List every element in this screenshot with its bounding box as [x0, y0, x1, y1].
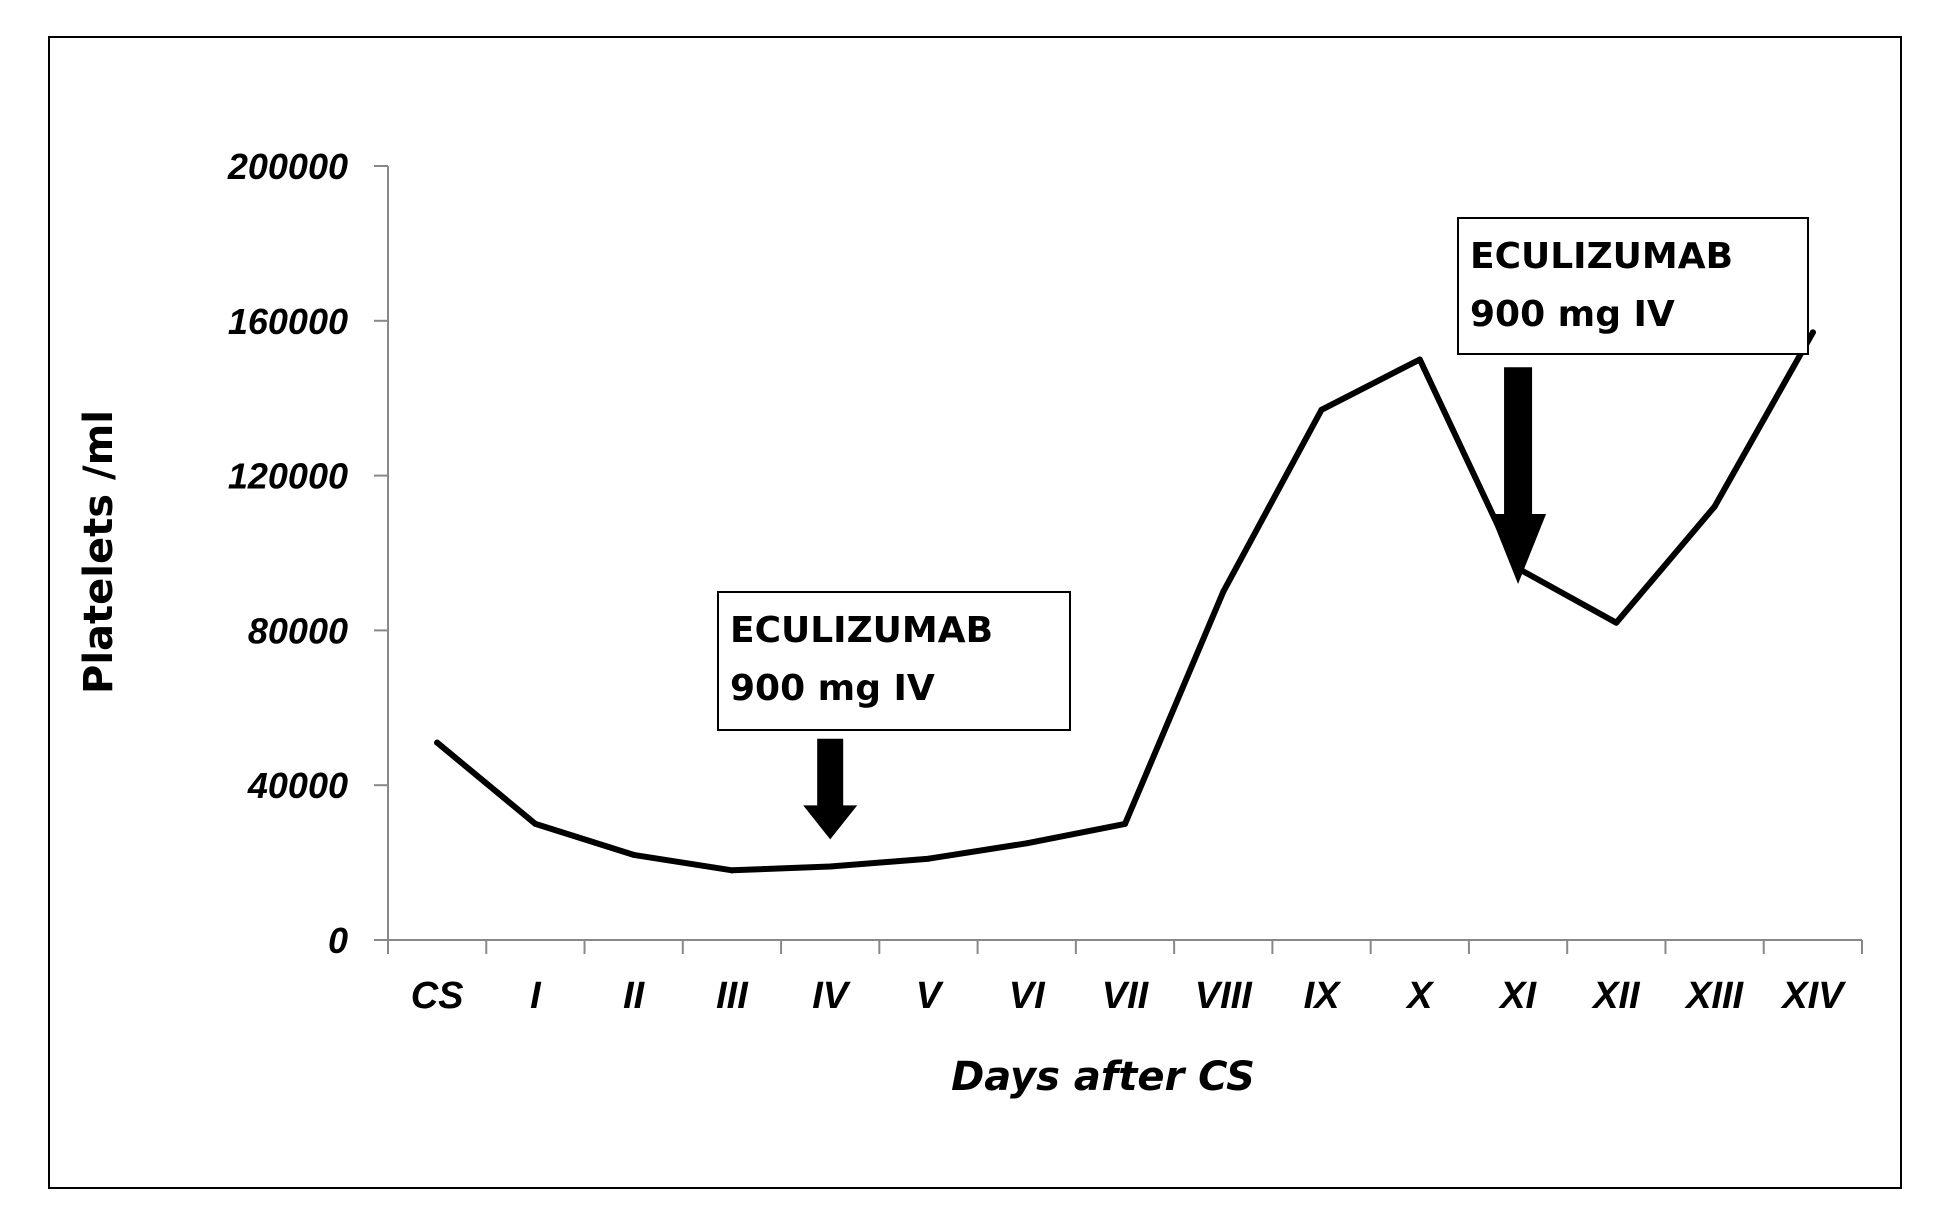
y-tick-labels: 0 40000 80000 120000 160000 200000: [227, 146, 348, 961]
axes: [374, 165, 1863, 954]
x-tick-label: III: [716, 975, 749, 1017]
x-tick-label: V: [916, 975, 944, 1017]
data-point: [1416, 356, 1423, 363]
y-tick-label: 80000: [248, 610, 348, 651]
y-axis-title: Platelets /ml: [76, 410, 122, 694]
y-tick-label: 160000: [228, 301, 348, 342]
x-tick-label: IV: [812, 975, 851, 1017]
x-tick-label: XII: [1591, 975, 1641, 1017]
data-point: [1318, 406, 1325, 413]
data-point: [728, 867, 735, 874]
x-tick-label: XI: [1498, 975, 1537, 1017]
data-point: [1711, 503, 1718, 510]
down-arrow-icon: [1490, 367, 1547, 584]
y-tick-label: 0: [328, 920, 348, 961]
x-tick-label: VI: [1009, 975, 1046, 1017]
x-tick-label: II: [623, 975, 646, 1017]
x-tick-label: I: [530, 975, 542, 1017]
data-point: [630, 851, 637, 858]
data-point: [1613, 619, 1620, 626]
x-tick-label: XIII: [1684, 975, 1744, 1017]
annotation-line1: ECULIZUMAB: [730, 610, 993, 651]
data-point: [1220, 588, 1227, 595]
annotation-line1: ECULIZUMAB: [1470, 236, 1733, 277]
x-tick-label: X: [1405, 975, 1435, 1017]
x-tick-label: CS: [411, 975, 464, 1017]
annotation-box: [717, 591, 1071, 731]
annotation-line2: 900 mg IV: [1470, 294, 1675, 335]
x-tick-label: XIV: [1780, 975, 1846, 1017]
annotation-box: [1457, 217, 1809, 355]
x-tick-label: VII: [1102, 975, 1150, 1017]
data-point: [1122, 820, 1128, 827]
down-arrow-icon: [803, 738, 858, 840]
annotation-line2: 900 mg IV: [730, 668, 935, 709]
y-tick-label: 120000: [228, 456, 348, 497]
x-tick-labels: CS I II III IV V VI VII VIII IX X XI XII XIII XIV: [411, 975, 1846, 1017]
y-tick-label: 40000: [247, 765, 348, 806]
annotation-layer: ECULIZUMAB 900 mg IV ECULIZUMAB 900 mg IV: [717, 217, 1809, 840]
x-tick-label: IX: [1304, 975, 1343, 1017]
data-point: [1023, 840, 1030, 847]
x-tick-label: VIII: [1195, 975, 1253, 1017]
series-layer: [434, 329, 1816, 874]
data-point: [1809, 329, 1816, 336]
data-point: [434, 739, 441, 746]
platelet-series-line: [434, 329, 1816, 874]
data-point: [827, 863, 834, 870]
x-axis-title: Days after CS: [951, 1054, 1255, 1100]
y-tick-label: 200000: [227, 146, 348, 187]
data-point: [532, 820, 539, 827]
data-point: [925, 855, 932, 862]
